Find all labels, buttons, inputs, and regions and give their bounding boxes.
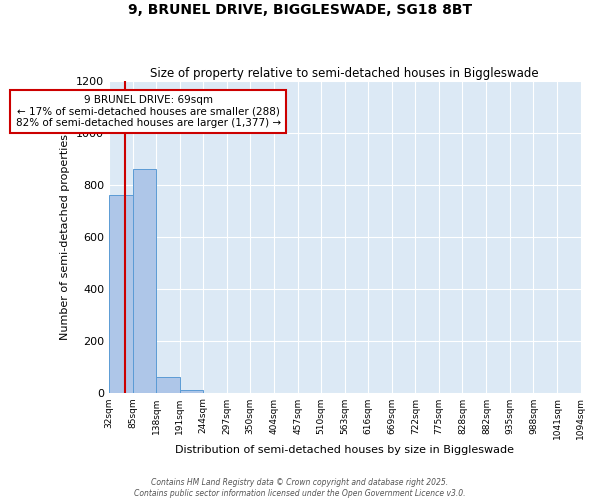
Bar	[133, 169, 156, 392]
Y-axis label: Number of semi-detached properties: Number of semi-detached properties	[61, 134, 70, 340]
X-axis label: Distribution of semi-detached houses by size in Biggleswade: Distribution of semi-detached houses by …	[175, 445, 514, 455]
Text: Contains HM Land Registry data © Crown copyright and database right 2025.
Contai: Contains HM Land Registry data © Crown c…	[134, 478, 466, 498]
Bar	[109, 195, 133, 392]
Title: Size of property relative to semi-detached houses in Biggleswade: Size of property relative to semi-detach…	[151, 66, 539, 80]
Bar	[156, 377, 179, 392]
Text: 9, BRUNEL DRIVE, BIGGLESWADE, SG18 8BT: 9, BRUNEL DRIVE, BIGGLESWADE, SG18 8BT	[128, 2, 472, 16]
Bar	[179, 390, 203, 392]
Text: 9 BRUNEL DRIVE: 69sqm
← 17% of semi-detached houses are smaller (288)
82% of sem: 9 BRUNEL DRIVE: 69sqm ← 17% of semi-deta…	[16, 95, 281, 128]
